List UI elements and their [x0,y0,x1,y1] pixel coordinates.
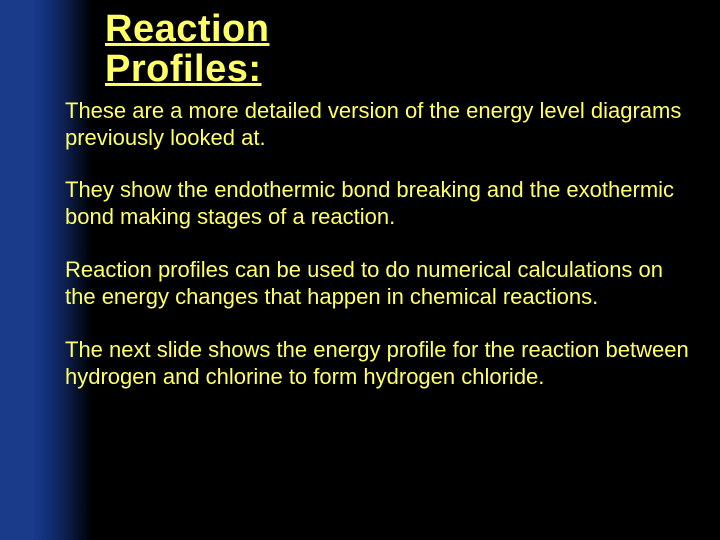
slide-content: Reaction Profiles: These are a more deta… [65,10,695,416]
paragraph-2: They show the endothermic bond breaking … [65,177,695,231]
title-line-1: Reaction [105,8,269,50]
title-line-2: Profiles: [105,48,262,90]
paragraph-1: These are a more detailed version of the… [65,98,695,152]
paragraph-3: Reaction profiles can be used to do nume… [65,257,695,311]
slide-title: Reaction Profiles: [105,10,695,90]
paragraph-4: The next slide shows the energy profile … [65,337,695,391]
